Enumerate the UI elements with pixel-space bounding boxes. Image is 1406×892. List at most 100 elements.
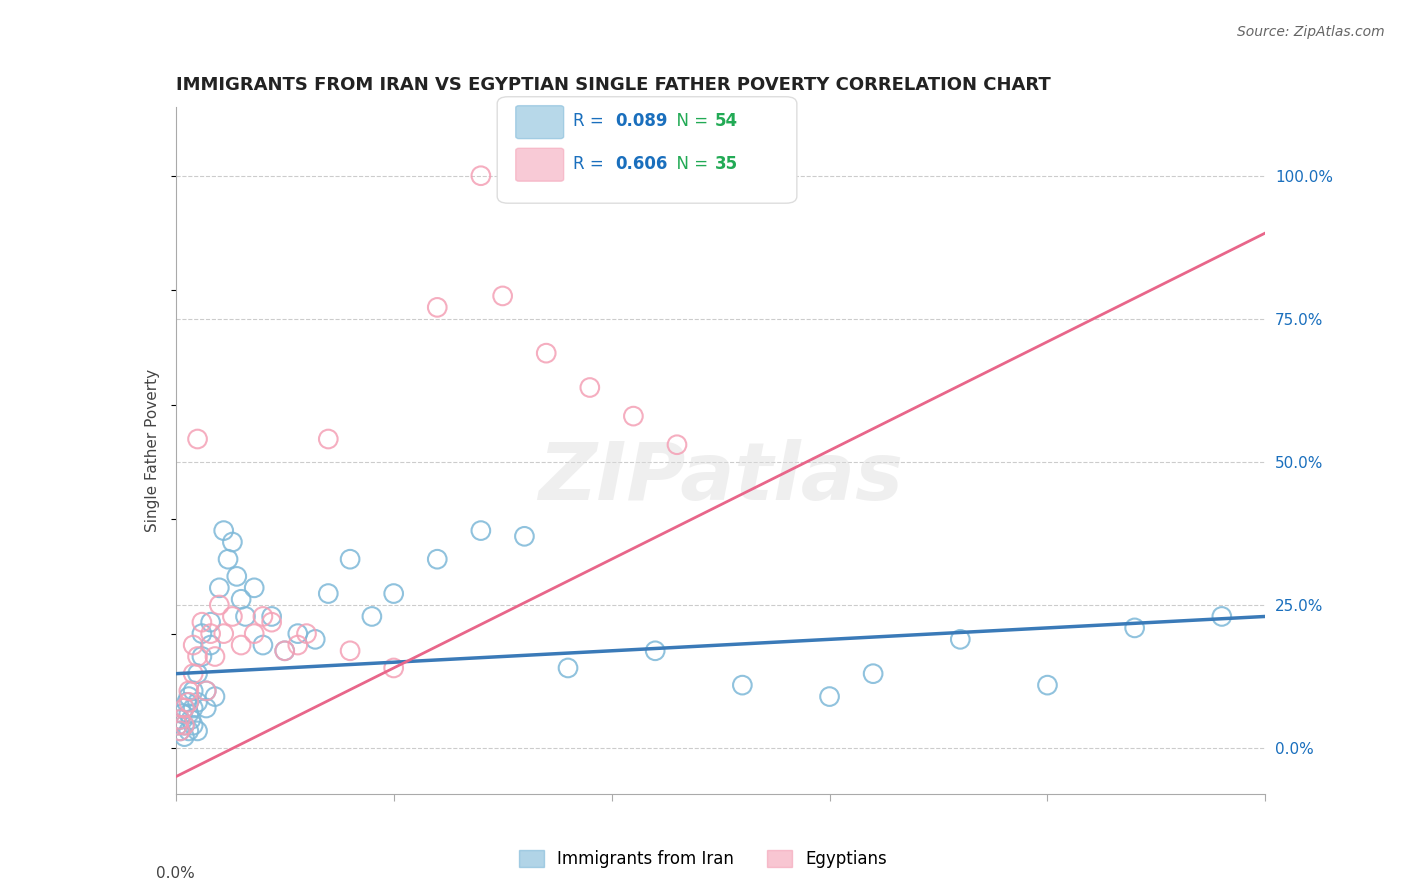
Point — [339, 644, 361, 658]
Point — [195, 683, 218, 698]
Point — [221, 609, 243, 624]
Point — [186, 432, 209, 446]
Point — [173, 718, 195, 732]
Point — [221, 535, 243, 549]
Point — [204, 649, 226, 664]
Point — [173, 701, 195, 715]
Point — [208, 581, 231, 595]
Text: 54: 54 — [716, 112, 738, 130]
Point — [644, 644, 666, 658]
Point — [382, 586, 405, 600]
Point — [177, 695, 200, 709]
Point — [274, 644, 297, 658]
Y-axis label: Single Father Poverty: Single Father Poverty — [145, 369, 160, 532]
Point — [252, 609, 274, 624]
Point — [186, 649, 209, 664]
Text: N =: N = — [666, 155, 713, 173]
Point — [169, 723, 191, 738]
FancyBboxPatch shape — [498, 96, 797, 203]
Point — [186, 723, 209, 738]
Point — [176, 695, 198, 709]
Point — [666, 438, 689, 452]
Point — [260, 615, 283, 630]
Point — [1123, 621, 1146, 635]
Point — [208, 598, 231, 612]
Point — [818, 690, 841, 704]
Point — [181, 683, 204, 698]
Point — [513, 529, 536, 543]
Point — [339, 552, 361, 566]
Point — [1211, 609, 1233, 624]
Point — [318, 432, 340, 446]
Point — [173, 701, 195, 715]
Point — [169, 713, 191, 727]
Point — [195, 701, 218, 715]
Point — [260, 609, 283, 624]
Text: 0.0%: 0.0% — [156, 866, 195, 881]
Point — [173, 730, 195, 744]
Point — [862, 666, 884, 681]
Point — [177, 723, 200, 738]
Point — [426, 552, 449, 566]
Text: 0.089: 0.089 — [614, 112, 668, 130]
Legend: Immigrants from Iran, Egyptians: Immigrants from Iran, Egyptians — [512, 843, 894, 875]
Point — [243, 626, 266, 640]
Point — [191, 649, 214, 664]
Point — [181, 718, 204, 732]
Point — [492, 289, 515, 303]
Point — [181, 666, 204, 681]
Point — [181, 638, 204, 652]
Point — [204, 690, 226, 704]
Point — [1036, 678, 1059, 692]
Point — [295, 626, 318, 640]
Point — [212, 524, 235, 538]
Point — [231, 592, 253, 607]
Point — [200, 615, 222, 630]
Text: R =: R = — [574, 155, 609, 173]
Point — [186, 666, 209, 681]
Point — [287, 638, 309, 652]
Point — [191, 615, 214, 630]
Point — [181, 701, 204, 715]
Point — [167, 718, 190, 732]
Point — [470, 169, 492, 183]
Point — [191, 626, 214, 640]
Point — [169, 723, 191, 738]
Point — [252, 638, 274, 652]
Point — [231, 638, 253, 652]
Point — [200, 626, 222, 640]
Point — [243, 581, 266, 595]
Text: Source: ZipAtlas.com: Source: ZipAtlas.com — [1237, 25, 1385, 39]
Point — [287, 626, 309, 640]
Point — [169, 713, 191, 727]
Text: 35: 35 — [716, 155, 738, 173]
Text: R =: R = — [574, 112, 609, 130]
Point — [217, 552, 239, 566]
Point — [382, 661, 405, 675]
Point — [426, 301, 449, 315]
Point — [274, 644, 297, 658]
Text: IMMIGRANTS FROM IRAN VS EGYPTIAN SINGLE FATHER POVERTY CORRELATION CHART: IMMIGRANTS FROM IRAN VS EGYPTIAN SINGLE … — [176, 77, 1050, 95]
FancyBboxPatch shape — [516, 105, 564, 138]
Point — [200, 638, 222, 652]
Point — [177, 706, 200, 721]
Point — [177, 683, 200, 698]
Point — [195, 683, 218, 698]
Point — [731, 678, 754, 692]
Point — [235, 609, 257, 624]
Point — [186, 695, 209, 709]
Point — [360, 609, 382, 624]
Point — [304, 632, 326, 647]
Text: N =: N = — [666, 112, 713, 130]
Point — [621, 409, 644, 424]
Text: ZIPatlas: ZIPatlas — [538, 439, 903, 517]
Point — [172, 706, 194, 721]
Point — [318, 586, 340, 600]
Point — [534, 346, 557, 360]
Point — [579, 380, 602, 394]
Point — [173, 718, 195, 732]
FancyBboxPatch shape — [516, 148, 564, 181]
Point — [212, 626, 235, 640]
Point — [167, 718, 190, 732]
Text: 0.606: 0.606 — [614, 155, 668, 173]
